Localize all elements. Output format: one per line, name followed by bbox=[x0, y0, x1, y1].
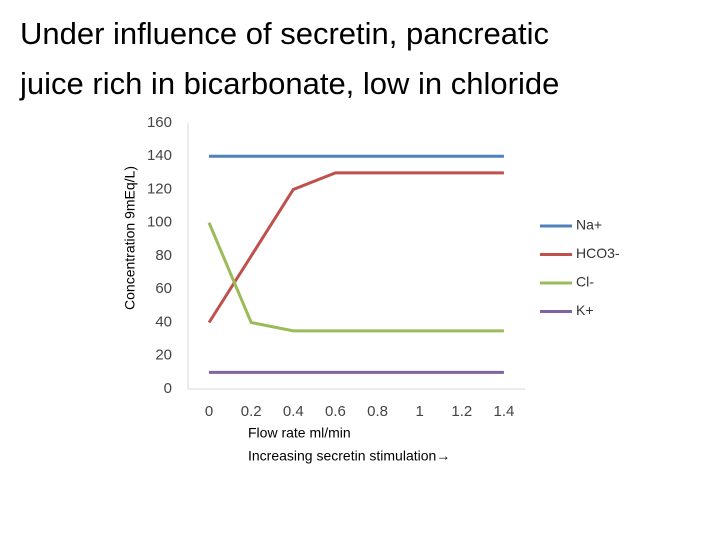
y-tick-label: 100 bbox=[147, 214, 172, 231]
legend-label: Na+ bbox=[576, 217, 602, 233]
y-tick-label: 60 bbox=[155, 280, 172, 297]
y-tick-label: 140 bbox=[147, 147, 172, 164]
y-tick-label: 20 bbox=[155, 347, 172, 364]
x-tick-label: 0.8 bbox=[367, 403, 388, 420]
x-tick-label: 0.4 bbox=[283, 403, 304, 420]
y-axis-title: Concentration 9mEq/L) bbox=[122, 166, 138, 310]
y-tick-label: 0 bbox=[164, 380, 172, 397]
x-tick-label: 0 bbox=[205, 403, 213, 420]
chart-title: Under influence of secretin, pancreatic j… bbox=[19, 16, 559, 101]
x-tick-label: 1.4 bbox=[494, 403, 515, 420]
legend-label: Cl- bbox=[576, 274, 594, 290]
y-tick-label: 120 bbox=[147, 180, 172, 197]
series-line bbox=[207, 171, 504, 324]
y-tick-label: 80 bbox=[155, 247, 172, 264]
x-tick-label: 1.2 bbox=[451, 403, 472, 420]
x-tick-label: 1 bbox=[416, 403, 424, 420]
y-tick-label: 40 bbox=[155, 313, 172, 330]
legend-label: HCO3- bbox=[576, 245, 620, 261]
series-line bbox=[207, 222, 504, 333]
y-tick-label: 160 bbox=[147, 114, 172, 131]
legend-label: K+ bbox=[576, 302, 594, 318]
x-tick-label: 0.2 bbox=[241, 403, 262, 420]
x-tick-label: 0.6 bbox=[325, 403, 346, 420]
x-axis-title: Flow rate ml/min bbox=[248, 425, 351, 441]
x-axis-subtitle: Increasing secretin stimulation→ bbox=[248, 448, 450, 464]
